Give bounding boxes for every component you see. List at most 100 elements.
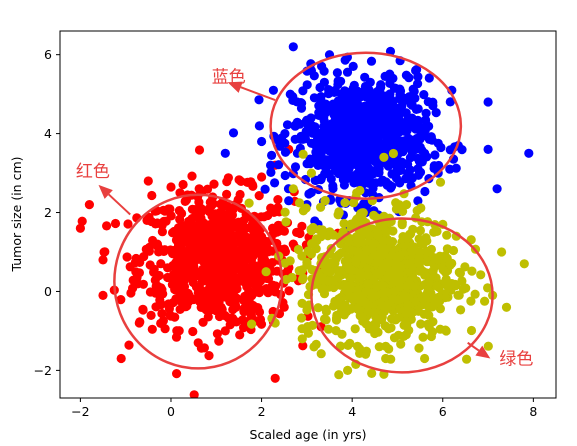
scatter-point <box>379 99 390 109</box>
scatter-point <box>346 273 356 283</box>
scatter-point <box>160 245 170 255</box>
scatter-point <box>256 274 266 284</box>
scatter-point <box>306 168 316 178</box>
scatter-point <box>430 150 440 160</box>
scatter-point <box>319 133 330 144</box>
scatter-point <box>168 228 178 238</box>
scatter-point <box>239 277 249 287</box>
y-tick-label: 2 <box>44 205 52 220</box>
scatter-point <box>298 206 308 216</box>
scatter-point <box>276 133 287 143</box>
scatter-point <box>302 260 312 270</box>
scatter-point <box>339 218 349 229</box>
scatter-point <box>295 119 305 129</box>
scatter-point <box>390 286 400 296</box>
scatter-point <box>416 203 426 213</box>
scatter-point <box>323 276 333 286</box>
scatter-point <box>397 218 407 228</box>
scatter-point <box>247 180 258 190</box>
scatter-point <box>377 300 387 310</box>
scatter-point <box>263 288 273 298</box>
scatter-point <box>157 227 167 237</box>
scatter-point <box>353 290 363 300</box>
scatter-point <box>288 95 298 105</box>
scatter-point <box>420 148 430 158</box>
scatter-point <box>175 214 185 224</box>
scatter-point <box>352 160 362 170</box>
scatter-point <box>233 195 243 205</box>
scatter-point <box>199 232 209 242</box>
series-2-points <box>244 148 529 380</box>
scatter-point <box>395 84 405 94</box>
scatter-point <box>228 264 238 274</box>
cluster-ellipses <box>113 51 494 374</box>
scatter-point <box>405 229 415 239</box>
scatter-point <box>236 176 246 186</box>
scatter-point <box>340 198 350 208</box>
scatter-point <box>311 339 321 349</box>
scatter-point <box>288 184 298 194</box>
scatter-point <box>215 210 225 220</box>
scatter-point <box>193 338 203 348</box>
scatter-point <box>358 208 368 218</box>
plot-area-frame <box>59 30 557 399</box>
scatter-point <box>145 287 155 297</box>
scatter-point <box>204 278 214 288</box>
scatter-point <box>346 304 356 314</box>
scatter-point <box>351 110 361 120</box>
annotation-label-2: 绿色 <box>499 349 533 369</box>
scatter-point <box>225 320 235 330</box>
scatter-point <box>220 229 230 239</box>
scatter-point <box>420 186 430 197</box>
scatter-point <box>394 295 404 305</box>
scatter-point <box>419 131 429 141</box>
y-tick-label: 6 <box>44 47 52 62</box>
scatter-point <box>413 79 423 89</box>
scatter-point <box>379 152 389 162</box>
scatter-point <box>227 232 237 242</box>
annotation-label-0: 蓝色 <box>212 67 246 87</box>
scatter-point <box>336 76 346 86</box>
scatter-point <box>320 169 330 179</box>
scatter-point <box>467 266 477 276</box>
scatter-point <box>369 109 379 119</box>
scatter-point <box>194 145 205 155</box>
scatter-point <box>401 330 411 340</box>
scatter-point <box>403 142 413 152</box>
scatter-point <box>333 251 343 261</box>
scatter-point <box>407 173 417 183</box>
y-tick-label: 4 <box>44 126 52 141</box>
scatter-point <box>340 55 350 65</box>
scatter-point <box>172 276 182 286</box>
scatter-point <box>419 90 429 100</box>
scatter-point <box>180 196 190 206</box>
scatter-point <box>357 137 367 147</box>
scatter-point <box>415 266 425 276</box>
scatter-point <box>219 200 229 210</box>
scatter-point <box>295 228 305 239</box>
scatter-point <box>363 245 373 255</box>
scatter-point <box>228 204 238 215</box>
scatter-point <box>413 196 423 206</box>
scatter-point <box>353 238 363 248</box>
scatter-point <box>259 259 269 269</box>
scatter-point <box>315 82 325 93</box>
scatter-point <box>388 155 398 165</box>
scatter-point <box>423 285 433 295</box>
scatter-point <box>340 175 350 185</box>
scatter-point <box>166 182 176 192</box>
scatter-point <box>280 147 291 157</box>
annotation-label-1: 红色 <box>76 162 110 182</box>
scatter-point <box>266 167 276 177</box>
x-tick-label: 4 <box>348 404 356 419</box>
scatter-point <box>416 319 426 329</box>
scatter-point <box>297 221 307 231</box>
scatter-point <box>185 244 196 254</box>
scatter-point <box>519 259 529 269</box>
scatter-point <box>288 42 298 52</box>
scatter-point <box>466 296 476 306</box>
scatter-point <box>196 204 206 214</box>
scatter-point <box>388 97 398 107</box>
scatter-point <box>370 122 380 132</box>
scatter-point <box>415 247 425 257</box>
